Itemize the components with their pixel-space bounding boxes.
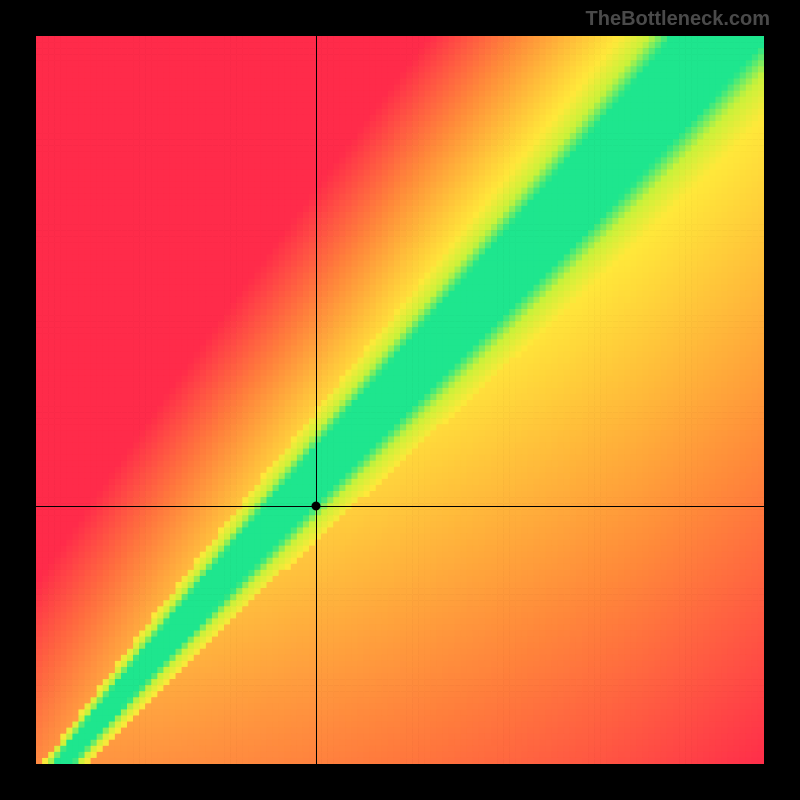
crosshair-vertical — [316, 36, 317, 764]
crosshair-horizontal — [36, 506, 764, 507]
heatmap-plot — [36, 36, 764, 764]
watermark-text: TheBottleneck.com — [586, 8, 770, 31]
heatmap-canvas — [36, 36, 764, 764]
crosshair-marker — [312, 501, 321, 510]
